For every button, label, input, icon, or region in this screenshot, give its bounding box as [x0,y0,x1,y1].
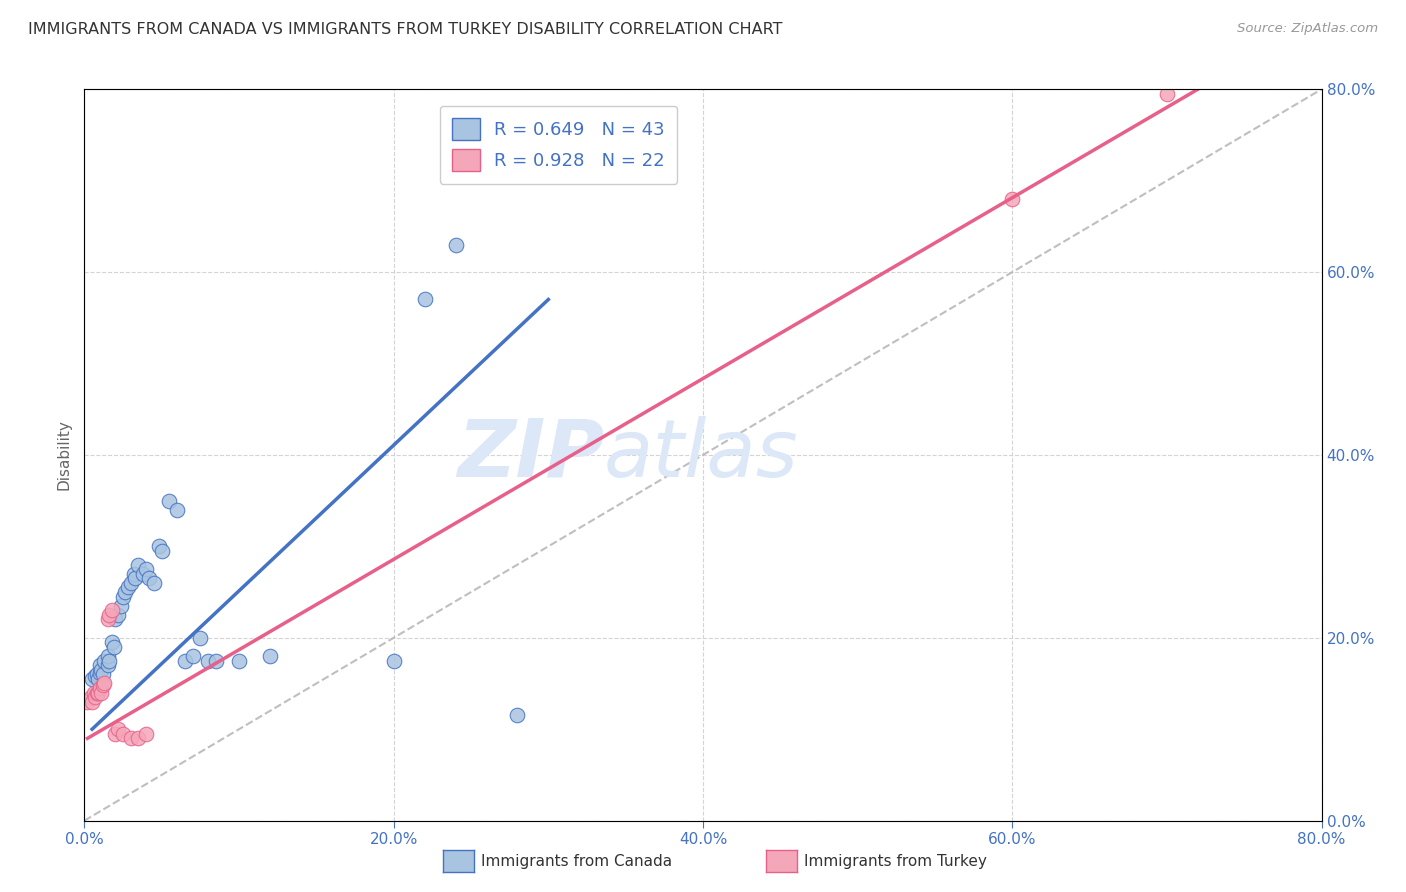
Text: Immigrants from Canada: Immigrants from Canada [481,854,672,869]
Point [506,708,529,723]
Point [259,649,281,664]
Point [444,237,467,252]
Text: Immigrants from Turkey: Immigrants from Turkey [804,854,987,869]
Point [89,658,111,673]
Point [93,654,115,668]
Point [89,665,111,680]
Point [197,654,219,668]
Point [205,654,228,668]
Point [103,640,125,654]
Point [117,581,139,595]
Point [174,654,197,668]
Point [98,607,121,622]
Point [181,649,204,664]
Point [104,613,127,627]
Point [97,658,120,673]
Point [166,502,188,516]
Point [89,681,111,695]
Point [159,493,181,508]
Point [97,613,120,627]
Point [122,566,145,581]
Point [104,727,127,741]
Point [1001,192,1024,206]
Legend: R = 0.649   N = 43, R = 0.928   N = 22: R = 0.649 N = 43, R = 0.928 N = 22 [440,105,678,184]
Point [148,539,170,553]
Point [82,672,104,686]
Point [87,672,110,686]
Point [112,590,135,604]
Point [76,695,98,709]
Text: ZIP: ZIP [457,416,605,494]
Point [135,727,157,741]
Point [101,603,124,617]
Y-axis label: Disability: Disability [56,419,72,491]
Point [110,599,132,613]
Point [86,685,108,699]
Text: IMMIGRANTS FROM CANADA VS IMMIGRANTS FROM TURKEY DISABILITY CORRELATION CHART: IMMIGRANTS FROM CANADA VS IMMIGRANTS FRO… [28,22,783,37]
Point [228,654,250,668]
Point [188,631,212,645]
Point [128,731,150,746]
Point [90,685,112,699]
Point [112,727,135,741]
Point [128,558,150,572]
Point [124,571,146,585]
Point [97,649,120,664]
Point [86,667,108,681]
Point [114,585,136,599]
Point [120,731,142,746]
Point [1156,87,1178,101]
Point [79,690,101,705]
Point [382,654,405,668]
Point [107,723,129,737]
Point [93,676,115,690]
Point [132,566,155,581]
Point [101,635,124,649]
Text: atlas: atlas [605,416,799,494]
Point [91,678,114,692]
Point [84,690,107,705]
Point [143,576,166,591]
Point [138,571,160,585]
Point [98,654,121,668]
Point [413,293,436,307]
Point [84,669,107,683]
Point [87,685,110,699]
Point [107,607,129,622]
Point [91,667,114,681]
Point [120,576,142,591]
Point [83,685,105,699]
Point [90,663,112,677]
Point [82,695,104,709]
Text: Source: ZipAtlas.com: Source: ZipAtlas.com [1237,22,1378,36]
Point [150,544,173,558]
Point [135,562,157,576]
